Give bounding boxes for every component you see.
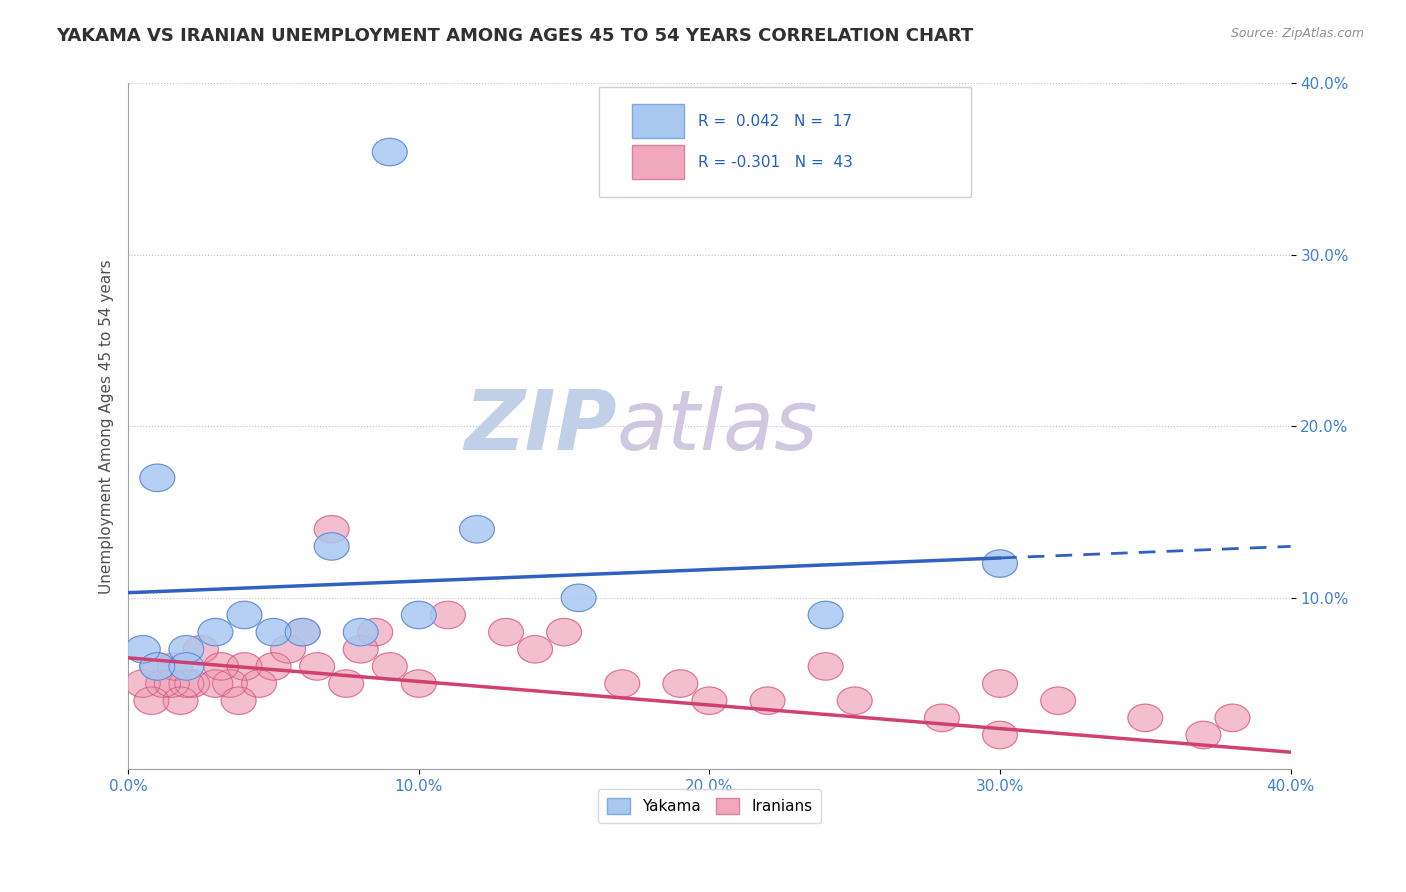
Text: Source: ZipAtlas.com: Source: ZipAtlas.com bbox=[1230, 27, 1364, 40]
Ellipse shape bbox=[285, 618, 321, 646]
Ellipse shape bbox=[838, 687, 872, 714]
FancyBboxPatch shape bbox=[631, 145, 683, 179]
Ellipse shape bbox=[198, 670, 233, 698]
Ellipse shape bbox=[373, 653, 408, 680]
Text: YAKAMA VS IRANIAN UNEMPLOYMENT AMONG AGES 45 TO 54 YEARS CORRELATION CHART: YAKAMA VS IRANIAN UNEMPLOYMENT AMONG AGE… bbox=[56, 27, 973, 45]
Ellipse shape bbox=[373, 138, 408, 166]
Ellipse shape bbox=[134, 687, 169, 714]
Text: ZIP: ZIP bbox=[464, 386, 616, 467]
Ellipse shape bbox=[146, 670, 180, 698]
Ellipse shape bbox=[163, 687, 198, 714]
Text: R = -0.301   N =  43: R = -0.301 N = 43 bbox=[697, 155, 852, 169]
Ellipse shape bbox=[488, 618, 523, 646]
Ellipse shape bbox=[343, 618, 378, 646]
Legend: Yakama, Iranians: Yakama, Iranians bbox=[598, 789, 821, 823]
Ellipse shape bbox=[139, 653, 174, 680]
Ellipse shape bbox=[1215, 704, 1250, 731]
Ellipse shape bbox=[692, 687, 727, 714]
Ellipse shape bbox=[314, 533, 349, 560]
Ellipse shape bbox=[169, 670, 204, 698]
Ellipse shape bbox=[460, 516, 495, 543]
Text: R =  0.042   N =  17: R = 0.042 N = 17 bbox=[697, 113, 852, 128]
Ellipse shape bbox=[1128, 704, 1163, 731]
Ellipse shape bbox=[561, 584, 596, 612]
FancyBboxPatch shape bbox=[631, 104, 683, 138]
Ellipse shape bbox=[226, 653, 262, 680]
Ellipse shape bbox=[212, 670, 247, 698]
Ellipse shape bbox=[204, 653, 239, 680]
Ellipse shape bbox=[174, 670, 209, 698]
Ellipse shape bbox=[256, 618, 291, 646]
Ellipse shape bbox=[314, 516, 349, 543]
Ellipse shape bbox=[139, 464, 174, 491]
Ellipse shape bbox=[547, 618, 582, 646]
Ellipse shape bbox=[1187, 722, 1220, 748]
Ellipse shape bbox=[125, 636, 160, 663]
Ellipse shape bbox=[169, 653, 204, 680]
Ellipse shape bbox=[226, 601, 262, 629]
Ellipse shape bbox=[157, 653, 193, 680]
Ellipse shape bbox=[808, 601, 844, 629]
Y-axis label: Unemployment Among Ages 45 to 54 years: Unemployment Among Ages 45 to 54 years bbox=[100, 259, 114, 594]
Ellipse shape bbox=[343, 636, 378, 663]
Ellipse shape bbox=[401, 670, 436, 698]
Ellipse shape bbox=[925, 704, 959, 731]
Ellipse shape bbox=[1040, 687, 1076, 714]
Ellipse shape bbox=[183, 636, 218, 663]
Ellipse shape bbox=[270, 636, 305, 663]
Ellipse shape bbox=[169, 636, 204, 663]
Ellipse shape bbox=[329, 670, 364, 698]
Ellipse shape bbox=[808, 653, 844, 680]
Ellipse shape bbox=[299, 653, 335, 680]
Ellipse shape bbox=[285, 618, 321, 646]
FancyBboxPatch shape bbox=[599, 87, 972, 196]
Ellipse shape bbox=[664, 670, 697, 698]
Ellipse shape bbox=[198, 618, 233, 646]
Ellipse shape bbox=[605, 670, 640, 698]
Text: atlas: atlas bbox=[616, 386, 818, 467]
Ellipse shape bbox=[242, 670, 277, 698]
Ellipse shape bbox=[430, 601, 465, 629]
Ellipse shape bbox=[139, 653, 174, 680]
Ellipse shape bbox=[125, 670, 160, 698]
Ellipse shape bbox=[401, 601, 436, 629]
Ellipse shape bbox=[357, 618, 392, 646]
Ellipse shape bbox=[983, 670, 1018, 698]
Ellipse shape bbox=[517, 636, 553, 663]
Ellipse shape bbox=[751, 687, 785, 714]
Ellipse shape bbox=[256, 653, 291, 680]
Ellipse shape bbox=[983, 549, 1018, 577]
Ellipse shape bbox=[221, 687, 256, 714]
Ellipse shape bbox=[983, 722, 1018, 748]
Ellipse shape bbox=[155, 670, 190, 698]
